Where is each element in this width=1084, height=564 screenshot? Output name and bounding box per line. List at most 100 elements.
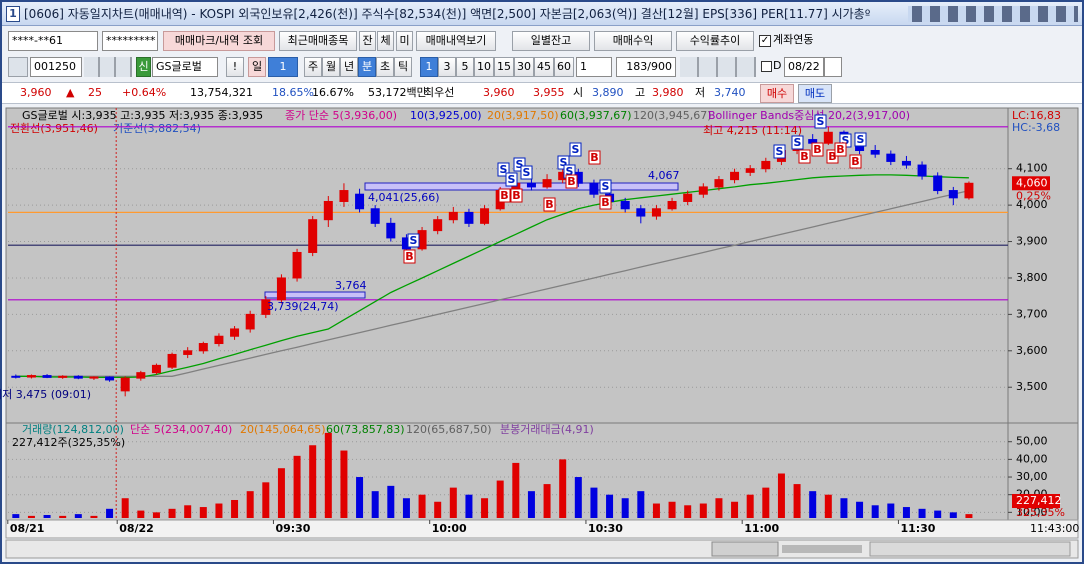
quote-bid: 3,955 (533, 86, 565, 99)
signal-label: B (500, 189, 508, 202)
buy-button[interactable]: 매수 (760, 84, 794, 103)
legend-item: 20(145,064,65) (240, 423, 326, 436)
y-tick-label: 3,500 (1016, 380, 1048, 393)
period-button[interactable]: 년 (340, 57, 358, 77)
volume-bar (137, 510, 145, 518)
calendar-button[interactable] (824, 57, 842, 77)
title-buttons[interactable] (908, 6, 1078, 22)
code-input[interactable]: 001250 (30, 57, 82, 77)
name-input[interactable]: GS글로벌 (152, 57, 218, 77)
minute-button[interactable]: 10 (474, 57, 494, 77)
checkbox-label[interactable]: 계좌연동 (773, 33, 814, 46)
minute-button[interactable]: 60 (554, 57, 574, 77)
quote-ratio: 16.67% (312, 86, 354, 99)
minute-button[interactable]: 15 (494, 57, 514, 77)
toolbar-button[interactable]: 매매내역보기 (416, 31, 496, 51)
candle-body (917, 164, 927, 177)
current-rate: 0,25% (1016, 189, 1051, 202)
volume-bar (621, 498, 629, 518)
toolbar-button[interactable]: 수익률추이 (676, 31, 754, 51)
signal-label: B (601, 196, 609, 209)
volume-bar (715, 498, 723, 518)
candle-body (480, 208, 490, 224)
x-tick-label: 08/21 (10, 522, 45, 535)
candle-body (183, 350, 193, 355)
toolbar-button[interactable]: 미 (396, 31, 413, 51)
signal-label: S (572, 143, 580, 156)
volume-bar (965, 514, 973, 518)
toolbar-button[interactable]: 매매수익 (594, 31, 672, 51)
minute-button[interactable]: 30 (514, 57, 534, 77)
icon-button[interactable] (8, 57, 28, 77)
volume-bar (277, 468, 285, 518)
period-button[interactable]: 일 (248, 57, 266, 77)
candle-body (964, 182, 974, 199)
y-tick-label: 40,000 (1016, 452, 1055, 465)
period-button[interactable]: 초 (376, 57, 394, 77)
candle-body (948, 190, 958, 199)
candle-body (230, 328, 240, 337)
signal-label: S (842, 134, 850, 147)
y-tick-label: 3,800 (1016, 271, 1048, 284)
account-input[interactable]: ****-**61 (8, 31, 98, 51)
legend-item: Bollinger Bands중심선 20,2(3,917,00) (708, 109, 910, 122)
d-label[interactable]: D (773, 59, 782, 72)
volume-bar (496, 480, 504, 518)
volume-bar (934, 510, 942, 518)
candle-body (167, 353, 177, 368)
candle-body (870, 149, 880, 155)
period-button[interactable]: 월 (322, 57, 340, 77)
minute-button[interactable]: 5 (456, 57, 474, 77)
sell-button[interactable]: 매도 (798, 84, 832, 103)
candle-body (323, 200, 333, 221)
volume-bar (12, 514, 20, 518)
period-button[interactable]: 분 (358, 57, 376, 77)
quote-turnover: 18.65% (272, 86, 314, 99)
volume-bar (918, 508, 926, 518)
signal-flag (588, 150, 601, 165)
link-checkbox[interactable]: ✓ (759, 35, 771, 47)
y-tick-label: 3,600 (1016, 344, 1048, 357)
signal-label: B (512, 189, 520, 202)
view-buttons[interactable] (869, 541, 1071, 557)
toolbar-button[interactable]: 잔 (359, 31, 376, 51)
period-button[interactable]: 틱 (394, 57, 412, 77)
volume-bar (309, 445, 317, 518)
period-count[interactable]: 1 (268, 57, 298, 77)
password-input[interactable]: ********* (102, 31, 158, 51)
icon-group[interactable] (84, 57, 132, 77)
icon-group[interactable] (680, 57, 756, 77)
volume-bar (871, 505, 879, 518)
minute-button[interactable]: 45 (534, 57, 554, 77)
minute-button[interactable]: 1 (420, 57, 438, 77)
volume-bar (887, 503, 895, 518)
signal-label: B (813, 143, 821, 156)
legend-item: 종가 단순 5(3,936,00) (285, 109, 397, 122)
volume-bar (106, 508, 114, 518)
x-tick-label: 11:30 (900, 522, 935, 535)
legend-item: 기준선(3,882,54) (113, 122, 201, 135)
scrollbar[interactable] (5, 539, 1079, 559)
volume-bar (246, 491, 254, 518)
window-icon[interactable]: 1 (6, 6, 20, 22)
signal-flag (520, 165, 533, 180)
toolbar-button[interactable]: 체 (377, 31, 394, 51)
alert-button[interactable]: ! (226, 57, 244, 77)
zoom-slider[interactable] (782, 545, 862, 553)
scroll-buttons[interactable] (711, 541, 779, 557)
d-checkbox[interactable] (761, 61, 772, 72)
toolbar-button[interactable]: 최근매매종목 (279, 31, 357, 51)
signal-label: S (500, 163, 508, 176)
date-input[interactable]: 08/22 (784, 57, 824, 77)
period-button[interactable]: 주 (304, 57, 322, 77)
range-input[interactable]: 183/900 (616, 57, 676, 77)
minute-button[interactable]: 3 (438, 57, 456, 77)
signal-label: S (566, 165, 574, 178)
volume-bar (527, 491, 535, 518)
toolbar-button[interactable]: 일별잔고 (512, 31, 590, 51)
signal-flag (403, 249, 416, 264)
count-input[interactable]: 1 (576, 57, 612, 77)
candle-body (276, 277, 286, 301)
toolbar-button[interactable]: 매매마크/내역 조회 (163, 31, 275, 51)
candle-body (448, 211, 458, 221)
